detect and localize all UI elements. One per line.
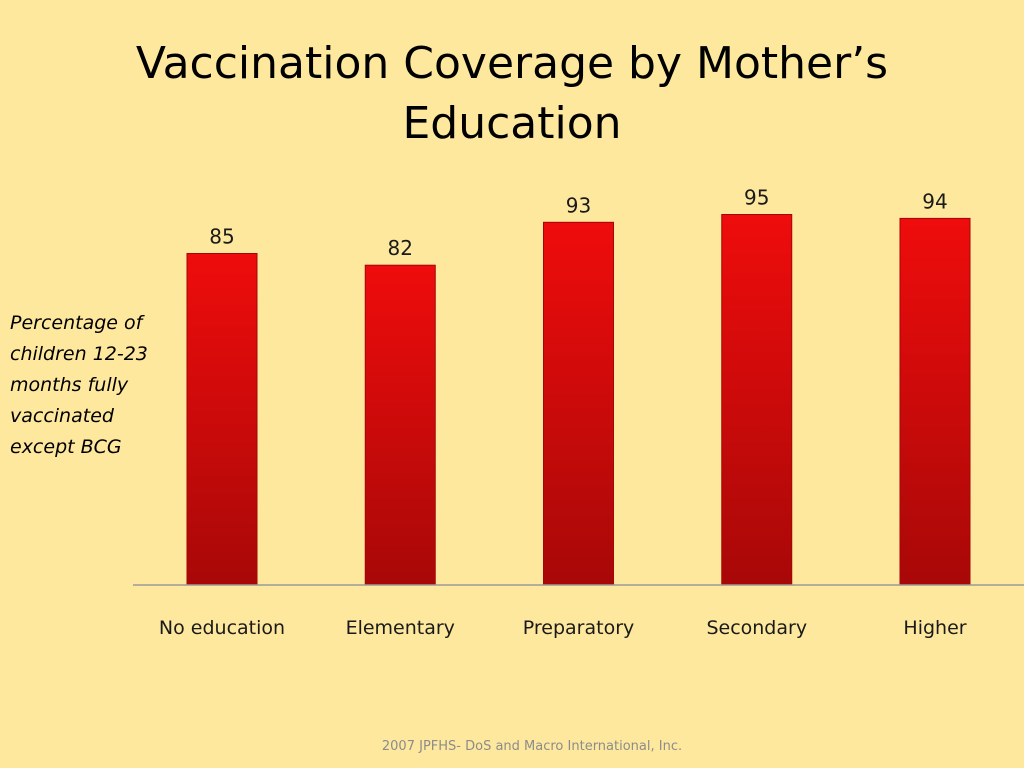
value-label: 94: [922, 189, 947, 213]
value-label: 85: [209, 225, 234, 249]
category-label-group: No education Elementary Preparatory Seconda…: [159, 617, 967, 639]
source-footnote: 2007 JPFHS- DoS and Macro International,…: [381, 739, 683, 754]
category-label: Secondary: [706, 617, 807, 639]
value-label: 93: [566, 193, 591, 217]
category-label: Higher: [903, 617, 966, 639]
bar-secondary: [721, 214, 793, 586]
bar-elementary: [364, 264, 436, 586]
y-axis-note: Percentage of children 12-23 months full…: [10, 312, 148, 458]
category-label: Elementary: [346, 617, 455, 639]
bar-chart: 85 82 93 95 94 No education Elementary Prepara…: [133, 186, 1024, 639]
bar-preparatory: [543, 221, 614, 586]
bar-no-education: [186, 253, 258, 586]
value-label: 95: [744, 186, 769, 210]
bar-group: [186, 214, 971, 586]
bar-higher: [899, 217, 971, 586]
chart-title: Vaccination Coverage by Mother’s Educati…: [135, 38, 889, 149]
value-label-group: 85 82 93 95 94: [209, 186, 947, 261]
value-label: 82: [388, 236, 413, 260]
category-label: Preparatory: [523, 617, 635, 639]
category-label: No education: [159, 617, 285, 639]
